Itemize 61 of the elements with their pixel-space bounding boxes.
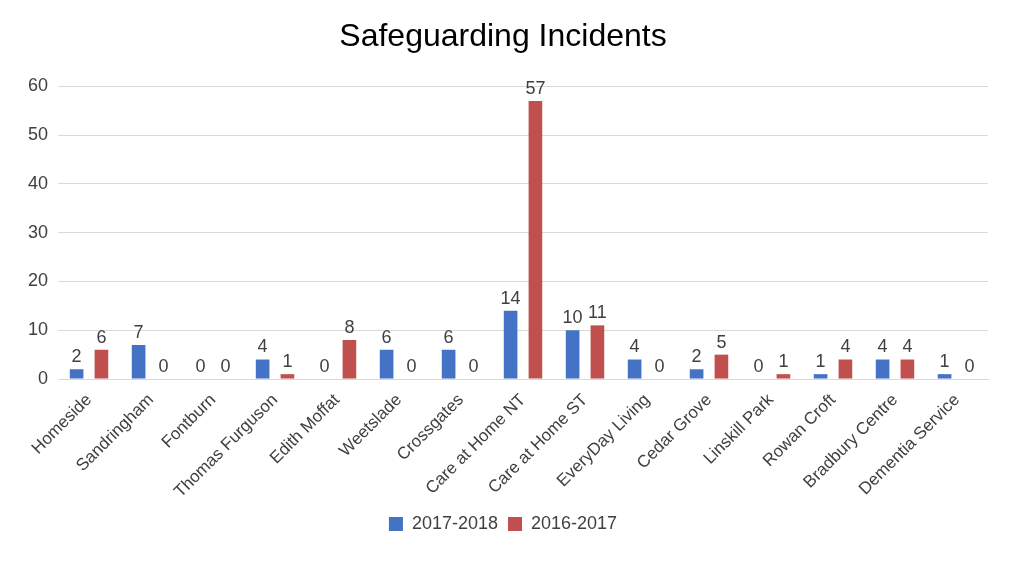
data-label: 1 (815, 351, 826, 372)
data-label: 2 (71, 346, 82, 367)
y-tick-label: 30 (27, 221, 49, 242)
chart-title: Safeguarding Incidents (339, 17, 667, 54)
data-label: 7 (133, 321, 144, 342)
bar (565, 330, 580, 379)
data-label: 4 (629, 336, 640, 357)
bar (94, 349, 109, 379)
bar (503, 310, 518, 379)
bar (627, 359, 642, 379)
bar (838, 359, 853, 379)
data-label: 5 (716, 331, 727, 352)
y-tick-label: 10 (27, 319, 49, 340)
data-label: 8 (344, 316, 355, 337)
bar (776, 374, 791, 379)
data-label: 11 (588, 302, 607, 323)
bar (528, 101, 543, 379)
data-label: 14 (500, 287, 521, 308)
y-tick-label: 20 (27, 270, 49, 291)
y-tick-label: 0 (38, 368, 49, 388)
bar (441, 349, 456, 379)
bar (280, 374, 295, 379)
data-label: 10 (562, 307, 583, 328)
bar (875, 359, 890, 379)
data-label: 0 (654, 356, 665, 376)
y-tick-label: 50 (27, 124, 49, 145)
data-label: 4 (257, 336, 268, 357)
bar (69, 369, 84, 379)
data-label: 1 (282, 351, 293, 372)
data-label: 0 (406, 356, 417, 376)
data-label: 6 (381, 326, 392, 347)
data-label: 0 (158, 356, 169, 376)
bar (590, 325, 605, 379)
bar (937, 374, 952, 379)
data-label: 1 (778, 351, 789, 372)
data-label: 57 (525, 78, 546, 98)
y-tick-label: 60 (27, 75, 49, 96)
data-label: 0 (468, 356, 479, 376)
data-label: 0 (753, 356, 764, 376)
data-label: 0 (319, 356, 330, 376)
data-label: 6 (443, 326, 454, 347)
y-tick-label: 40 (27, 172, 49, 193)
bar (255, 359, 270, 379)
bar (689, 369, 704, 379)
bar (900, 359, 915, 379)
data-label: 2 (691, 346, 702, 367)
legend-label: 2017-2018 (411, 512, 499, 533)
bar (342, 340, 357, 379)
bar (379, 349, 394, 379)
data-label: 1 (939, 351, 950, 372)
bar (714, 354, 729, 379)
data-label: 6 (96, 326, 107, 347)
bar (813, 374, 828, 379)
data-label: 4 (840, 336, 851, 357)
data-label: 0 (220, 356, 231, 376)
bar (131, 344, 146, 379)
legend-label: 2016-2017 (531, 512, 618, 533)
data-label: 4 (902, 336, 913, 357)
data-label: 0 (195, 356, 206, 376)
data-label: 0 (964, 356, 975, 376)
data-label: 4 (877, 336, 888, 357)
